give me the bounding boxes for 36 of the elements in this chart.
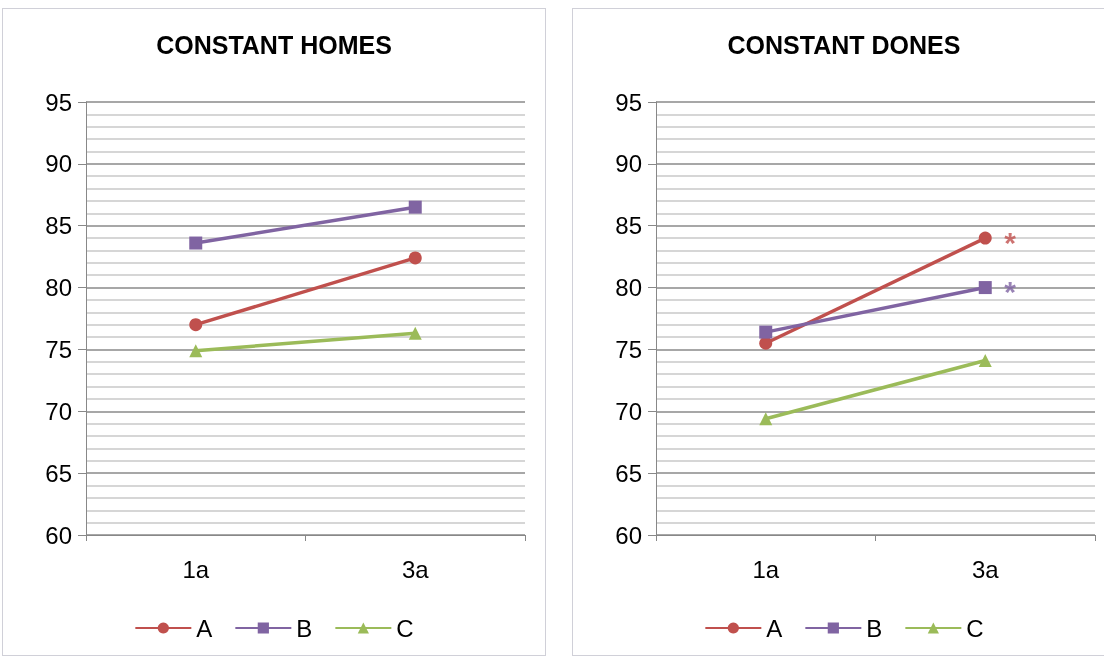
x-tick-label: 3a (401, 555, 430, 583)
y-tick-label: 85 (615, 212, 642, 240)
point (189, 236, 203, 250)
legend-label: A (766, 614, 783, 642)
legend-label: B (866, 614, 883, 642)
point (978, 231, 992, 245)
y-tick-label: 75 (615, 335, 642, 363)
point (189, 318, 203, 332)
chart-title: CONSTANT DONES (727, 30, 961, 59)
legend-label: B (296, 614, 313, 642)
y-tick-label: 75 (45, 335, 72, 363)
y-tick-label: 65 (615, 459, 642, 487)
point (978, 281, 992, 295)
y-tick-label: 80 (615, 274, 642, 302)
y-tick-label: 95 (615, 88, 642, 116)
y-tick-label: 65 (45, 459, 72, 487)
y-tick-label: 70 (615, 397, 642, 425)
y-tick-label: 95 (45, 88, 72, 116)
point (408, 251, 422, 265)
point (759, 325, 773, 339)
legend-label: C (966, 614, 984, 642)
y-tick-label: 80 (45, 274, 72, 302)
y-tick-label: 90 (615, 150, 642, 178)
y-tick-label: 60 (45, 521, 72, 549)
legend-label: A (196, 614, 213, 642)
x-tick-label: 1a (182, 555, 210, 583)
chart-title: CONSTANT HOMES (156, 30, 392, 59)
x-tick-label: 1a (752, 555, 780, 583)
y-tick-label: 70 (45, 397, 72, 425)
y-tick-label: 85 (45, 212, 72, 240)
y-tick-label: 90 (45, 150, 72, 178)
point (408, 200, 422, 214)
legend-label: C (396, 614, 414, 642)
y-tick-label: 60 (615, 521, 642, 549)
annotation: * (1004, 225, 1017, 259)
x-tick-label: 3a (971, 555, 1000, 583)
